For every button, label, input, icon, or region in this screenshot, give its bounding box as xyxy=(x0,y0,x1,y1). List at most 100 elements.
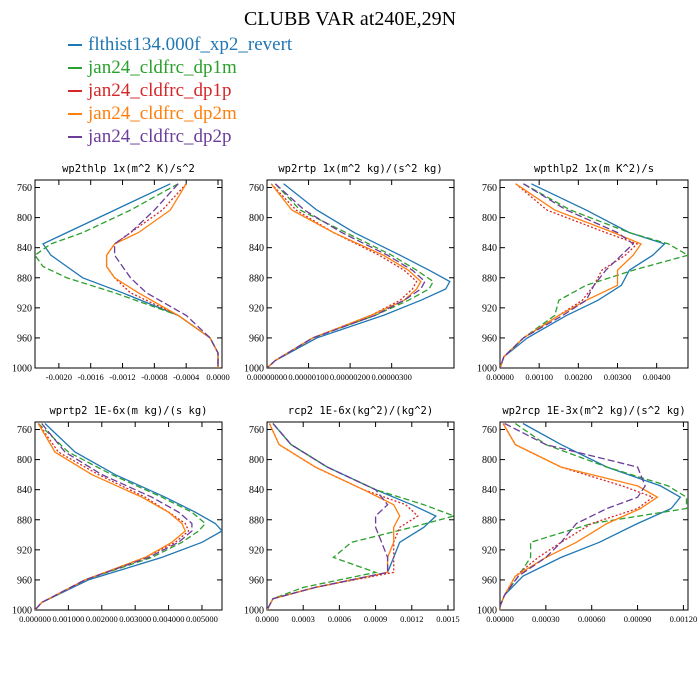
y-tick-label: 840 xyxy=(482,243,497,254)
x-tick-label: 0.00000200 xyxy=(330,372,370,382)
plot-frame xyxy=(266,179,455,369)
y-tick-label: 960 xyxy=(249,333,264,344)
y-tick-label: 840 xyxy=(17,243,32,254)
series-line-4 xyxy=(500,422,646,610)
x-tick-label: 0.0009 xyxy=(364,614,387,624)
y-tick-label: 800 xyxy=(482,213,497,224)
y-tick-label: 880 xyxy=(17,273,32,284)
x-tick-label: 0.00300 xyxy=(604,372,632,382)
series-line-3 xyxy=(105,183,219,368)
y-tick-label: 840 xyxy=(249,243,264,254)
legend-swatch-2 xyxy=(68,89,82,92)
x-tick-label: 0.0006 xyxy=(328,614,351,624)
panel-0: wp2thlp 1x(m^2 K)/s^2 760 800 840 880 920 960 1… xyxy=(12,163,230,382)
x-tick-label: 0.005000 xyxy=(186,614,218,624)
panel-3: wprtp2 1E-6x(m kg)/(s kg) 760 800 840 880 920… xyxy=(12,405,223,624)
x-tick-label: 0.003000 xyxy=(119,614,151,624)
x-tick-label: -0.0016 xyxy=(78,372,104,382)
x-tick-label: 0.0015 xyxy=(436,614,459,624)
series-line-1 xyxy=(35,183,219,368)
x-tick-label: 0.002000 xyxy=(86,614,118,624)
x-tick-label: 0.00100 xyxy=(525,372,553,382)
x-tick-label: -0.0004 xyxy=(173,372,200,382)
legend-label-3: jan24_cldfrc_dp2m xyxy=(88,102,237,124)
plot-frame xyxy=(266,421,455,611)
series-line-0 xyxy=(267,183,451,368)
y-tick-label: 800 xyxy=(249,455,264,466)
y-tick-label: 920 xyxy=(482,303,497,314)
series-line-1 xyxy=(35,423,207,610)
y-tick-label: 1000 xyxy=(477,364,497,375)
x-tick-label: 0.00000 xyxy=(486,372,514,382)
y-tick-label: 960 xyxy=(249,575,264,586)
y-tick-label: 760 xyxy=(17,183,32,194)
series-line-3 xyxy=(500,183,642,368)
y-tick-label: 760 xyxy=(482,425,497,436)
y-tick-label: 800 xyxy=(17,455,32,466)
x-tick-label: 0.00060 xyxy=(578,614,606,624)
legend-label-0: flthist134.000f_xp2_revert xyxy=(88,33,293,55)
x-tick-label: 0.00000300 xyxy=(371,372,411,382)
panel-4: rcp2 1E-6x(kg^2)/(kg^2) 760 800 840 880 920 96… xyxy=(244,405,460,624)
y-tick-label: 800 xyxy=(482,455,497,466)
x-tick-label: 0.00030 xyxy=(532,614,560,624)
panel-title: wp2rtp 1x(m^2 kg)/(s^2 kg) xyxy=(278,163,442,175)
plot-frame xyxy=(34,421,223,611)
y-tick-label: 840 xyxy=(249,485,264,496)
y-tick-label: 760 xyxy=(249,425,264,436)
series-line-0 xyxy=(35,423,222,610)
y-tick-label: 880 xyxy=(17,515,32,526)
y-tick-label: 760 xyxy=(482,183,497,194)
series-line-0 xyxy=(500,183,666,368)
x-tick-label: 0.00120 xyxy=(670,614,698,624)
legend-entry-1: jan24_cldfrc_dp1m xyxy=(68,56,292,79)
x-tick-label: 0.0003 xyxy=(292,614,315,624)
x-tick-label: -0.0020 xyxy=(46,372,72,382)
y-tick-label: 920 xyxy=(249,303,264,314)
x-tick-label: -0.0012 xyxy=(109,372,135,382)
panel-title: rcp2 1E-6x(kg^2)/(kg^2) xyxy=(288,405,433,417)
y-tick-label: 760 xyxy=(17,425,32,436)
legend-entry-2: jan24_cldfrc_dp1p xyxy=(68,79,292,102)
x-tick-label: 0.00400 xyxy=(643,372,671,382)
panel-title: wprtp2 1E-6x(m kg)/(s kg) xyxy=(49,405,207,417)
series-line-1 xyxy=(267,183,435,368)
panel-2: wpthlp2 1x(m K^2)/s 760 800 840 880 920 960 100… xyxy=(477,163,689,382)
x-tick-label: 0.000000 xyxy=(19,614,51,624)
y-tick-label: 840 xyxy=(17,485,32,496)
panel-title: wp2thlp 1x(m^2 K)/s^2 xyxy=(62,163,195,175)
x-tick-label: 0.0000 xyxy=(255,614,278,624)
series-line-1 xyxy=(267,423,454,610)
x-tick-label: 0.00200 xyxy=(565,372,593,382)
x-tick-label: 0.00090 xyxy=(624,614,652,624)
series-line-4 xyxy=(113,183,219,368)
x-tick-label: 0.00000000 xyxy=(247,372,287,382)
series-line-2 xyxy=(267,183,418,368)
y-tick-label: 800 xyxy=(17,213,32,224)
series-line-4 xyxy=(35,423,193,610)
legend-swatch-1 xyxy=(68,66,82,69)
plot-frame xyxy=(34,179,223,369)
legend-swatch-4 xyxy=(68,135,82,138)
series-line-2 xyxy=(500,183,639,368)
series-line-1 xyxy=(500,183,688,368)
plot-frame xyxy=(499,179,689,369)
series-line-0 xyxy=(42,183,219,368)
legend: flthist134.000f_xp2_revert jan24_cldfrc_… xyxy=(68,33,292,148)
panel-1: wp2rtp 1x(m^2 kg)/(s^2 kg) 760 800 840 880 92… xyxy=(244,163,455,382)
series-line-4 xyxy=(267,423,389,610)
y-tick-label: 960 xyxy=(17,333,32,344)
x-tick-label: 0.0000 xyxy=(206,372,229,382)
legend-entry-0: flthist134.000f_xp2_revert xyxy=(68,33,292,56)
y-tick-label: 1000 xyxy=(12,606,32,617)
y-tick-label: 920 xyxy=(482,545,497,556)
y-tick-label: 920 xyxy=(17,303,32,314)
y-tick-label: 880 xyxy=(249,515,264,526)
x-tick-label: 0.004000 xyxy=(153,614,185,624)
y-tick-label: 920 xyxy=(249,545,264,556)
page-title: CLUBB VAR at240E,29N xyxy=(243,8,457,30)
y-tick-label: 1000 xyxy=(244,606,264,617)
series-line-2 xyxy=(35,423,190,610)
legend-swatch-0 xyxy=(68,43,82,46)
legend-label-1: jan24_cldfrc_dp1m xyxy=(88,56,237,78)
